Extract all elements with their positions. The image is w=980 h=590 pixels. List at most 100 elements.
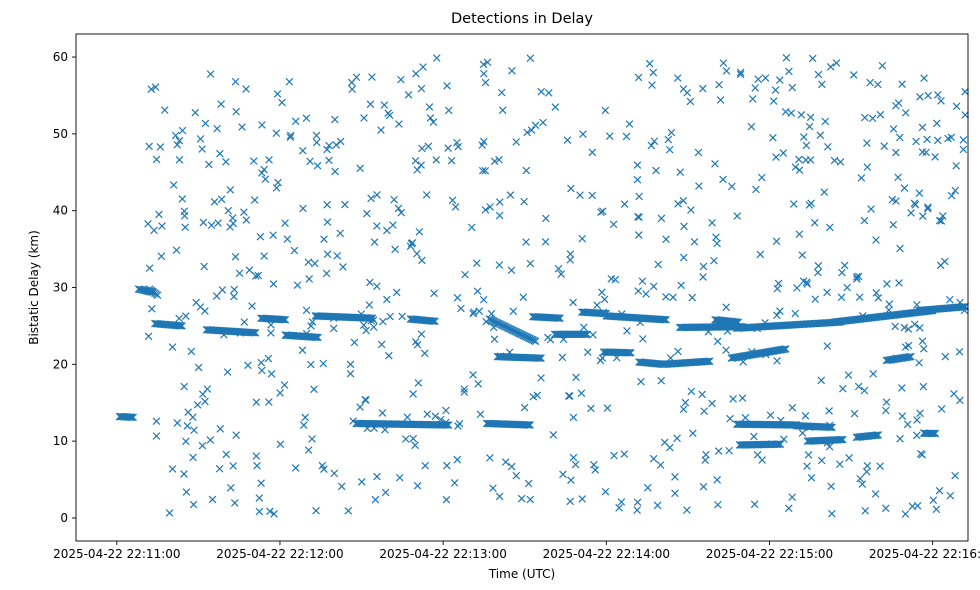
detection-point (919, 429, 928, 437)
detection-point (155, 210, 163, 219)
detection-point (591, 466, 600, 474)
detection-point (337, 482, 346, 491)
detection-point (857, 174, 866, 182)
detection-point (544, 333, 552, 342)
x-tick-label-1: 2025-04-22 22:12:00 (216, 547, 343, 561)
detection-point (855, 293, 864, 301)
detection-point (559, 470, 567, 479)
detection-point (312, 131, 321, 140)
detection-point (625, 348, 634, 357)
detection-point (144, 332, 153, 341)
detection-point (311, 333, 320, 342)
detection-point (615, 503, 623, 512)
detection-point (935, 216, 944, 225)
detection-point (524, 479, 533, 488)
detection-point (240, 318, 249, 326)
detection-point (638, 277, 647, 286)
detection-point (467, 223, 476, 232)
y-tick-label-5: 50 (53, 127, 68, 141)
detection-point (267, 329, 275, 337)
detection-point (370, 238, 379, 246)
detection-point (698, 84, 707, 93)
detection-point (360, 114, 368, 122)
detection-point (293, 281, 302, 289)
detection-point (156, 143, 165, 151)
detection-point (425, 103, 434, 111)
detection-point (507, 266, 516, 275)
detection-point (191, 108, 200, 117)
detection-point (240, 208, 248, 216)
detection-point (255, 494, 264, 502)
detection-point (252, 398, 261, 407)
detection-point (301, 413, 310, 422)
detection-point (336, 229, 345, 238)
detection-point (766, 411, 775, 420)
detection-point (339, 263, 347, 271)
detection-point (322, 269, 331, 278)
detection-point (273, 90, 282, 98)
detection-point (251, 272, 260, 280)
detection-point (432, 54, 441, 62)
plot-area (115, 53, 970, 518)
detection-point (508, 66, 516, 75)
detection-point (232, 107, 241, 116)
detection-point (306, 360, 315, 369)
detection-point (148, 288, 156, 296)
detection-point (527, 126, 536, 135)
detection-point (781, 345, 790, 353)
detection-point (526, 259, 535, 268)
detection-point (127, 413, 136, 422)
detection-point (690, 238, 699, 246)
detection-point (664, 135, 673, 144)
detection-point (333, 251, 341, 260)
x-tick-label-4: 2025-04-22 22:15:00 (706, 547, 833, 561)
detection-point (224, 206, 233, 215)
detection-point (512, 471, 521, 480)
detection-point (475, 307, 484, 316)
detection-point (483, 58, 492, 67)
detection-point (647, 141, 656, 150)
detection-point (175, 314, 183, 323)
detection-point (896, 434, 904, 443)
detection-point (839, 435, 847, 444)
detection-point (401, 435, 410, 443)
detection-point (773, 357, 781, 365)
detection-point (776, 440, 785, 449)
detection-point (892, 148, 900, 157)
detection-point (389, 221, 397, 229)
detection-point (634, 73, 643, 82)
detection-point (367, 316, 376, 325)
detection-point (473, 287, 482, 295)
detection-point (918, 450, 927, 459)
detection-point (522, 166, 531, 175)
detection-point (671, 489, 679, 498)
detection-point (304, 258, 313, 266)
detection-point (423, 410, 432, 419)
detection-point (714, 500, 722, 509)
detection-point (610, 451, 618, 460)
detection-point (674, 199, 682, 208)
detection-point (634, 231, 643, 239)
detection-point (871, 431, 880, 440)
detection-point (226, 484, 235, 492)
detection-point (814, 261, 823, 270)
detection-point (152, 155, 161, 164)
detection-point (955, 347, 964, 356)
x-tick-label-5: 2025-04-22 22:16:00 (869, 547, 980, 561)
detection-point (712, 233, 720, 242)
detection-point (666, 354, 675, 362)
detection-point (526, 421, 534, 429)
detection-point (453, 455, 462, 464)
detection-point (601, 487, 610, 496)
detection-point (598, 288, 606, 297)
detection-point (935, 486, 944, 495)
detection-point (249, 157, 258, 165)
detection-point (803, 462, 811, 470)
detection-point (854, 272, 863, 281)
detection-point (588, 148, 597, 157)
detection-point (852, 273, 861, 281)
detection-point (145, 287, 154, 296)
detection-point (673, 434, 681, 443)
detection-point (150, 226, 158, 235)
detection-point (517, 494, 526, 503)
